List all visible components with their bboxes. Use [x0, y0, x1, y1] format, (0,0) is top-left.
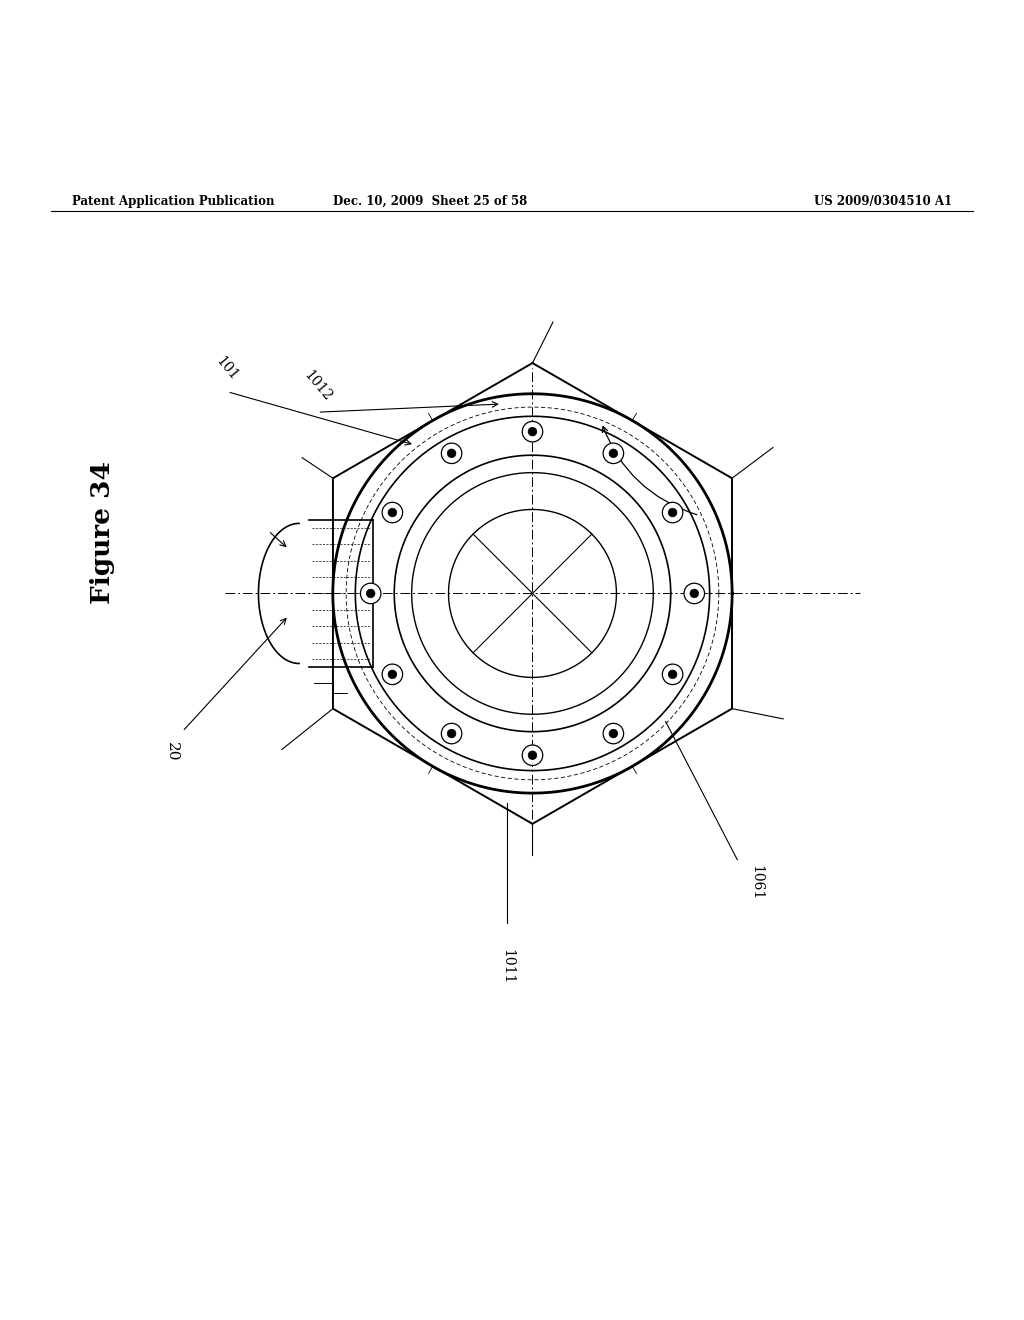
- Circle shape: [609, 729, 617, 738]
- Circle shape: [522, 744, 543, 766]
- Text: Dec. 10, 2009  Sheet 25 of 58: Dec. 10, 2009 Sheet 25 of 58: [333, 195, 527, 209]
- Circle shape: [528, 751, 537, 759]
- Circle shape: [684, 583, 705, 603]
- Text: 1061: 1061: [750, 865, 764, 900]
- Circle shape: [603, 723, 624, 743]
- Circle shape: [388, 671, 396, 678]
- Circle shape: [441, 723, 462, 743]
- Text: 20: 20: [165, 742, 179, 762]
- Circle shape: [388, 508, 396, 517]
- Circle shape: [663, 664, 683, 685]
- Text: 1012: 1012: [301, 368, 334, 404]
- Circle shape: [447, 449, 456, 458]
- Text: Figure 34: Figure 34: [90, 461, 115, 603]
- Circle shape: [663, 503, 683, 523]
- Text: 101: 101: [213, 354, 242, 384]
- Circle shape: [528, 428, 537, 436]
- Text: 1011: 1011: [500, 949, 514, 985]
- Text: Patent Application Publication: Patent Application Publication: [72, 195, 274, 209]
- Text: US 2009/0304510 A1: US 2009/0304510 A1: [814, 195, 952, 209]
- Circle shape: [603, 444, 624, 463]
- Circle shape: [690, 589, 698, 598]
- Circle shape: [609, 449, 617, 458]
- Circle shape: [669, 671, 677, 678]
- Circle shape: [522, 421, 543, 442]
- Circle shape: [360, 583, 381, 603]
- Circle shape: [669, 508, 677, 517]
- Circle shape: [447, 729, 456, 738]
- Circle shape: [382, 503, 402, 523]
- Circle shape: [441, 444, 462, 463]
- Circle shape: [367, 589, 375, 598]
- Circle shape: [382, 664, 402, 685]
